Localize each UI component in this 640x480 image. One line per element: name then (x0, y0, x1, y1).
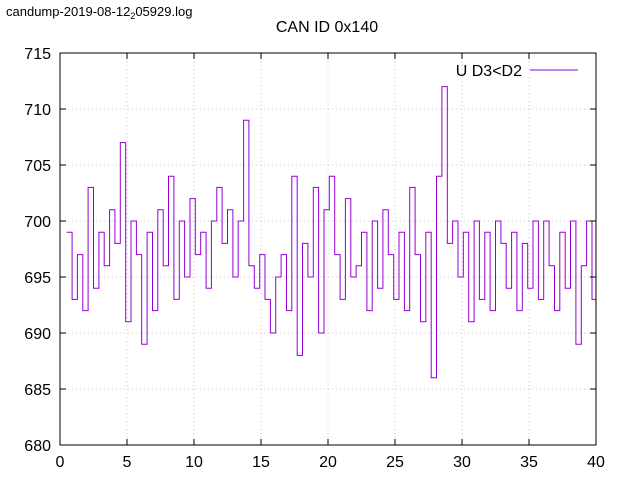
file-label: candump-2019-08-12205929.log (6, 4, 192, 21)
chart-title: CAN ID 0x140 (276, 19, 378, 36)
legend: U D3<D2 (456, 63, 578, 80)
file-label-subscript: 2 (130, 11, 135, 21)
y-tick-label: 685 (24, 382, 51, 399)
legend-label: U D3<D2 (456, 63, 522, 80)
x-tick-label: 40 (587, 454, 605, 471)
series-line (66, 86, 597, 379)
ticks-layer: 680 685 690 695 700 705 710 715 0 5 10 15 20 25 30 35 40 (24, 46, 605, 471)
x-tick-label: 35 (520, 454, 538, 471)
x-tick-label: 20 (319, 454, 337, 471)
file-label-suffix: 05929.log (135, 4, 192, 19)
x-tick-label: 25 (386, 454, 404, 471)
file-label-prefix: candump-2019-08-12 (6, 4, 130, 19)
y-tick-label: 680 (24, 438, 51, 455)
y-tick-label: 715 (24, 46, 51, 63)
x-tick-label: 30 (453, 454, 471, 471)
y-tick-label: 710 (24, 102, 51, 119)
y-tick-label: 695 (24, 270, 51, 287)
x-tick-label: 10 (185, 454, 203, 471)
series-layer (66, 86, 597, 379)
y-tick-label: 705 (24, 158, 51, 175)
x-tick-label: 5 (123, 454, 132, 471)
y-tick-label: 690 (24, 326, 51, 343)
x-tick-label: 15 (252, 454, 270, 471)
x-tick-label: 0 (56, 454, 65, 471)
y-tick-label: 700 (24, 214, 51, 231)
grid-layer (60, 53, 596, 445)
